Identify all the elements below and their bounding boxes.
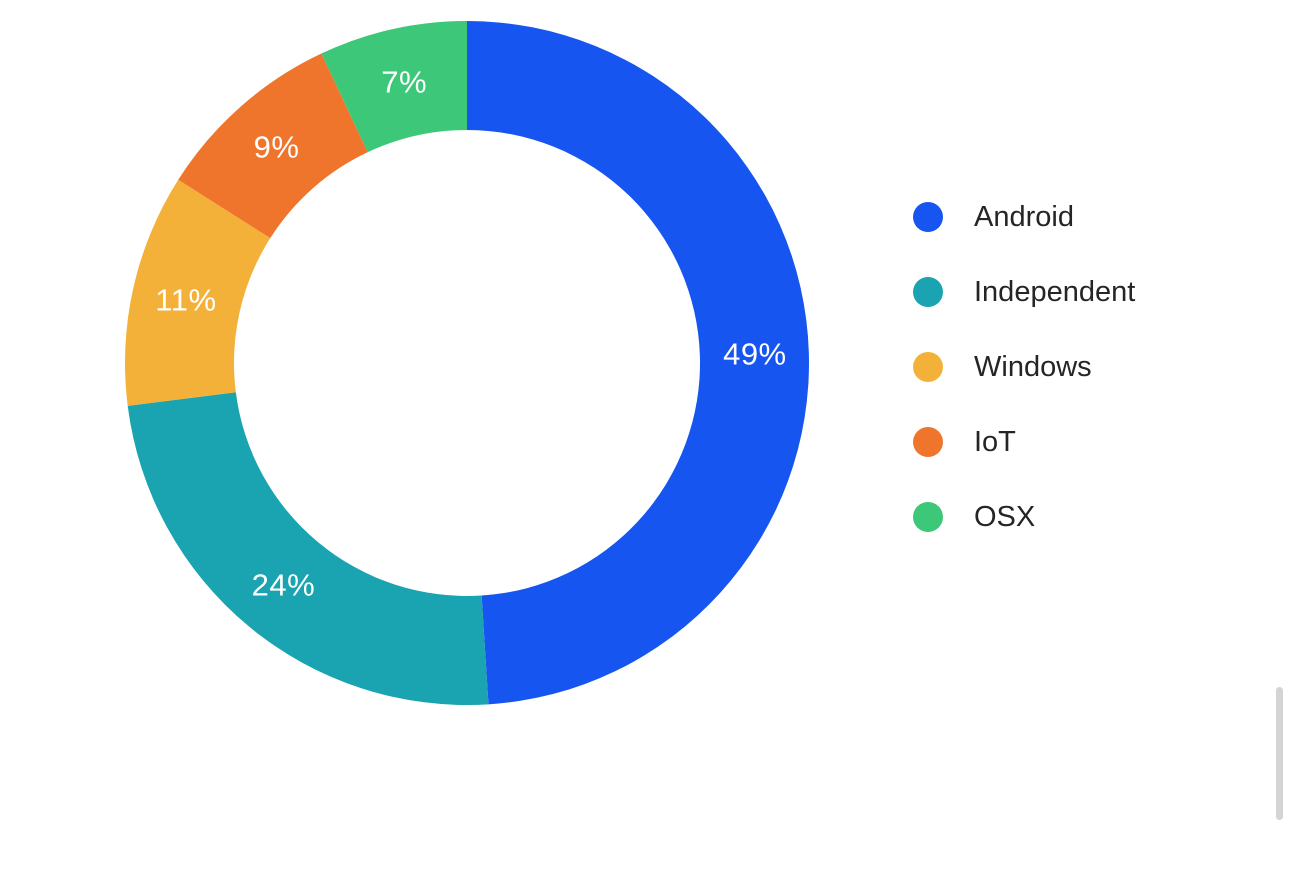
legend-label: Windows (974, 351, 1092, 383)
donut-chart: 49% 24% 11% 9% 7% (125, 21, 809, 705)
legend-item-windows[interactable]: Windows (913, 352, 1135, 382)
slice-android[interactable] (467, 21, 809, 705)
legend-item-iot[interactable]: IoT (913, 427, 1135, 457)
legend-label: Android (974, 201, 1074, 233)
chart-legend: Android Independent Windows IoT OSX (913, 202, 1135, 532)
scrollbar-thumb[interactable] (1276, 687, 1283, 820)
legend-swatch-icon (913, 277, 943, 307)
legend-label: OSX (974, 501, 1036, 533)
legend-item-independent[interactable]: Independent (913, 277, 1135, 307)
slice-iot[interactable] (178, 53, 368, 239)
legend-swatch-icon (913, 202, 943, 232)
legend-label: IoT (974, 426, 1016, 458)
slice-windows[interactable] (125, 179, 271, 406)
slice-independent[interactable] (127, 392, 489, 705)
legend-label: Independent (974, 276, 1136, 308)
legend-swatch-icon (913, 427, 943, 457)
legend-swatch-icon (913, 352, 943, 382)
donut-ring: 49%24%11%9%7% (125, 21, 809, 705)
legend-item-osx[interactable]: OSX (913, 502, 1135, 532)
legend-swatch-icon (913, 502, 943, 532)
slice-osx[interactable] (321, 21, 467, 153)
legend-item-android[interactable]: Android (913, 202, 1135, 232)
